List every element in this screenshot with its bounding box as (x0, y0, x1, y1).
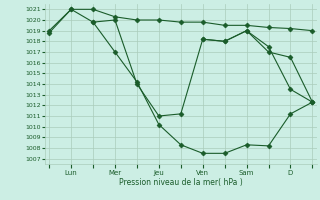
X-axis label: Pression niveau de la mer( hPa ): Pression niveau de la mer( hPa ) (119, 178, 243, 187)
